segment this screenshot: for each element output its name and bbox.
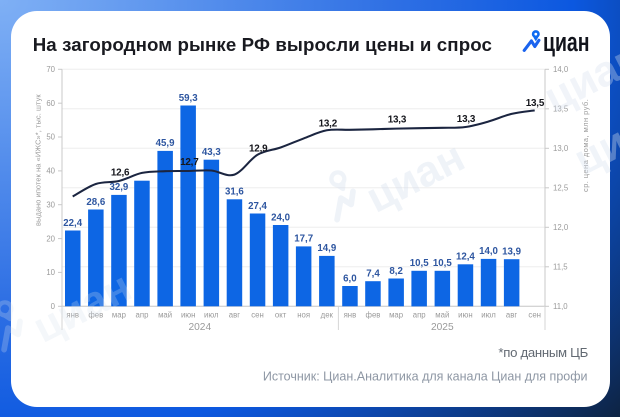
svg-text:22,4: 22,4: [63, 218, 82, 229]
svg-text:июл: июл: [204, 310, 219, 319]
svg-text:мар: мар: [389, 310, 404, 319]
svg-text:12,9: 12,9: [249, 144, 268, 155]
svg-text:11,5: 11,5: [553, 263, 568, 272]
svg-text:12,7: 12,7: [180, 157, 199, 168]
svg-text:32,9: 32,9: [109, 182, 128, 193]
svg-text:70: 70: [46, 65, 55, 74]
svg-text:59,3: 59,3: [179, 93, 198, 104]
svg-text:мар: мар: [112, 310, 127, 319]
svg-text:май: май: [158, 310, 172, 319]
svg-text:12,5: 12,5: [553, 184, 569, 193]
svg-text:28,6: 28,6: [86, 197, 105, 208]
svg-text:13,2: 13,2: [319, 119, 338, 130]
svg-text:43,3: 43,3: [202, 147, 221, 158]
svg-text:циан: циан: [358, 133, 472, 223]
svg-text:7,4: 7,4: [366, 269, 380, 280]
svg-text:дек: дек: [321, 310, 334, 319]
svg-text:ноя: ноя: [297, 310, 310, 319]
svg-text:13,3: 13,3: [457, 114, 476, 125]
svg-text:0: 0: [51, 302, 56, 311]
svg-text:циан: циан: [543, 29, 590, 57]
svg-text:янв: янв: [344, 310, 357, 319]
svg-text:фев: фев: [366, 310, 381, 319]
svg-text:*по данным ЦБ: *по данным ЦБ: [498, 345, 588, 360]
svg-text:окт: окт: [275, 310, 287, 319]
svg-text:авг: авг: [229, 310, 240, 319]
svg-text:30: 30: [46, 200, 55, 209]
svg-text:10: 10: [46, 268, 55, 277]
svg-text:2025: 2025: [431, 322, 454, 333]
svg-text:июл: июл: [481, 310, 496, 319]
svg-text:апр: апр: [136, 310, 150, 319]
svg-text:янв: янв: [66, 310, 79, 319]
svg-text:11,0: 11,0: [553, 302, 568, 311]
svg-text:24,0: 24,0: [271, 212, 290, 223]
svg-text:циан: циан: [25, 263, 139, 353]
svg-text:13,9: 13,9: [502, 247, 521, 258]
svg-text:60: 60: [46, 99, 55, 108]
svg-text:выдано ипотек на «ИЖС»*, тыс.: выдано ипотек на «ИЖС»*, тыс. штук: [34, 94, 43, 226]
svg-text:13,0: 13,0: [553, 144, 569, 153]
svg-text:45,9: 45,9: [156, 138, 175, 149]
svg-text:13,5: 13,5: [553, 105, 569, 114]
svg-text:8,2: 8,2: [389, 266, 402, 277]
svg-text:июн: июн: [181, 310, 196, 319]
svg-text:авг: авг: [506, 310, 517, 319]
svg-text:14,9: 14,9: [317, 243, 336, 254]
svg-text:13,3: 13,3: [388, 115, 407, 126]
svg-text:31,6: 31,6: [225, 187, 244, 198]
svg-text:июн: июн: [458, 310, 473, 319]
svg-text:2024: 2024: [188, 322, 211, 333]
svg-text:12,4: 12,4: [456, 252, 475, 263]
svg-text:сен: сен: [528, 310, 541, 319]
svg-text:40: 40: [46, 167, 55, 176]
svg-text:12,6: 12,6: [111, 168, 130, 179]
svg-text:ср. цена дома, млн руб.: ср. цена дома, млн руб.: [581, 99, 590, 192]
svg-text:14,0: 14,0: [553, 65, 569, 74]
svg-text:сен: сен: [251, 310, 264, 319]
svg-text:10,5: 10,5: [410, 258, 429, 269]
svg-text:20: 20: [46, 234, 55, 243]
svg-text:май: май: [435, 310, 449, 319]
svg-text:50: 50: [46, 133, 55, 142]
svg-text:10,5: 10,5: [433, 258, 452, 269]
svg-text:17,7: 17,7: [294, 234, 313, 245]
svg-text:6,0: 6,0: [343, 273, 356, 284]
svg-text:14,0: 14,0: [479, 246, 498, 257]
svg-text:апр: апр: [413, 310, 427, 319]
svg-text:Источник: Циан.Аналитика для к: Источник: Циан.Аналитика для канала Циан…: [263, 370, 588, 384]
svg-text:13,5: 13,5: [526, 98, 545, 109]
svg-text:27,4: 27,4: [248, 201, 267, 212]
svg-text:фев: фев: [88, 310, 103, 319]
svg-text:12,0: 12,0: [553, 223, 569, 232]
